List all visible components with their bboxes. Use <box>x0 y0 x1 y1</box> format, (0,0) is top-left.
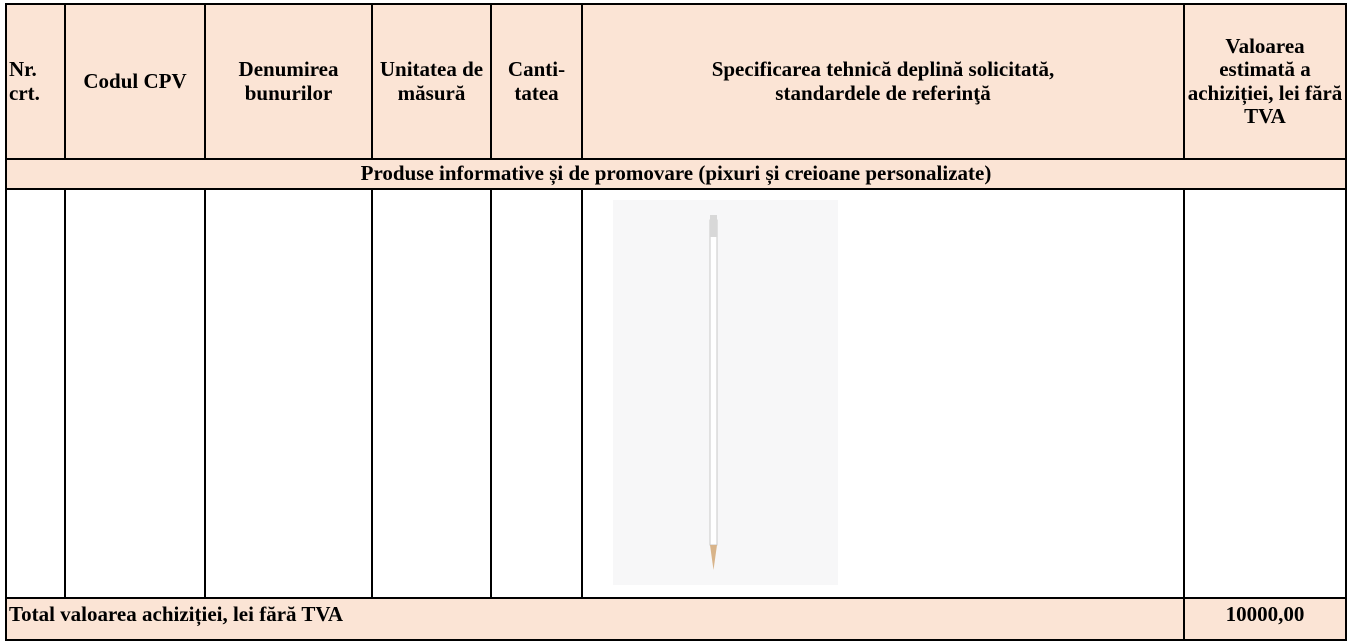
header-cell: Unitatea de măsură <box>371 3 492 160</box>
cell <box>5 187 66 600</box>
section-row: Produse informative și de promovare (pix… <box>5 158 1347 190</box>
body-row <box>5 187 1347 600</box>
cell <box>1183 187 1347 600</box>
spec-table: Nr. crt. Codul CPV Denumirea bunurilor U… <box>5 3 1347 641</box>
total-row: Total valoarea achiziției, lei fără TVA … <box>5 597 1347 641</box>
header-cell: Nr. crt. <box>5 3 66 160</box>
image-bg <box>613 200 838 585</box>
total-value: 10000,00 <box>1183 597 1347 641</box>
cell <box>64 187 206 600</box>
pencil-end <box>710 215 717 237</box>
pencil-body <box>709 219 718 546</box>
header-cell: Codul CPV <box>64 3 206 160</box>
pencil-image <box>613 200 838 585</box>
total-label: Total valoarea achiziției, lei fără TVA <box>5 597 1185 641</box>
header-row: Nr. crt. Codul CPV Denumirea bunurilor U… <box>5 3 1347 160</box>
pencil-tip <box>710 545 717 570</box>
cell <box>371 187 492 600</box>
header-cell: Denumirea bunurilor <box>204 3 373 160</box>
section-title: Produse informative și de promovare (pix… <box>5 158 1347 190</box>
cell <box>490 187 583 600</box>
header-cell: Canti-tatea <box>490 3 583 160</box>
cell <box>204 187 373 600</box>
header-cell: Specificarea tehnică deplină solicitată,… <box>581 3 1185 160</box>
header-cell: Valoarea estimată a achiziției, lei fără… <box>1183 3 1347 160</box>
cell <box>581 187 1185 600</box>
